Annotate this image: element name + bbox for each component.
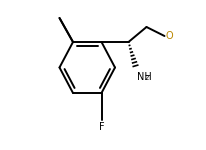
Text: 2: 2 <box>144 75 149 81</box>
Text: F: F <box>99 122 104 132</box>
Text: NH: NH <box>137 72 152 81</box>
Text: O: O <box>165 31 173 41</box>
